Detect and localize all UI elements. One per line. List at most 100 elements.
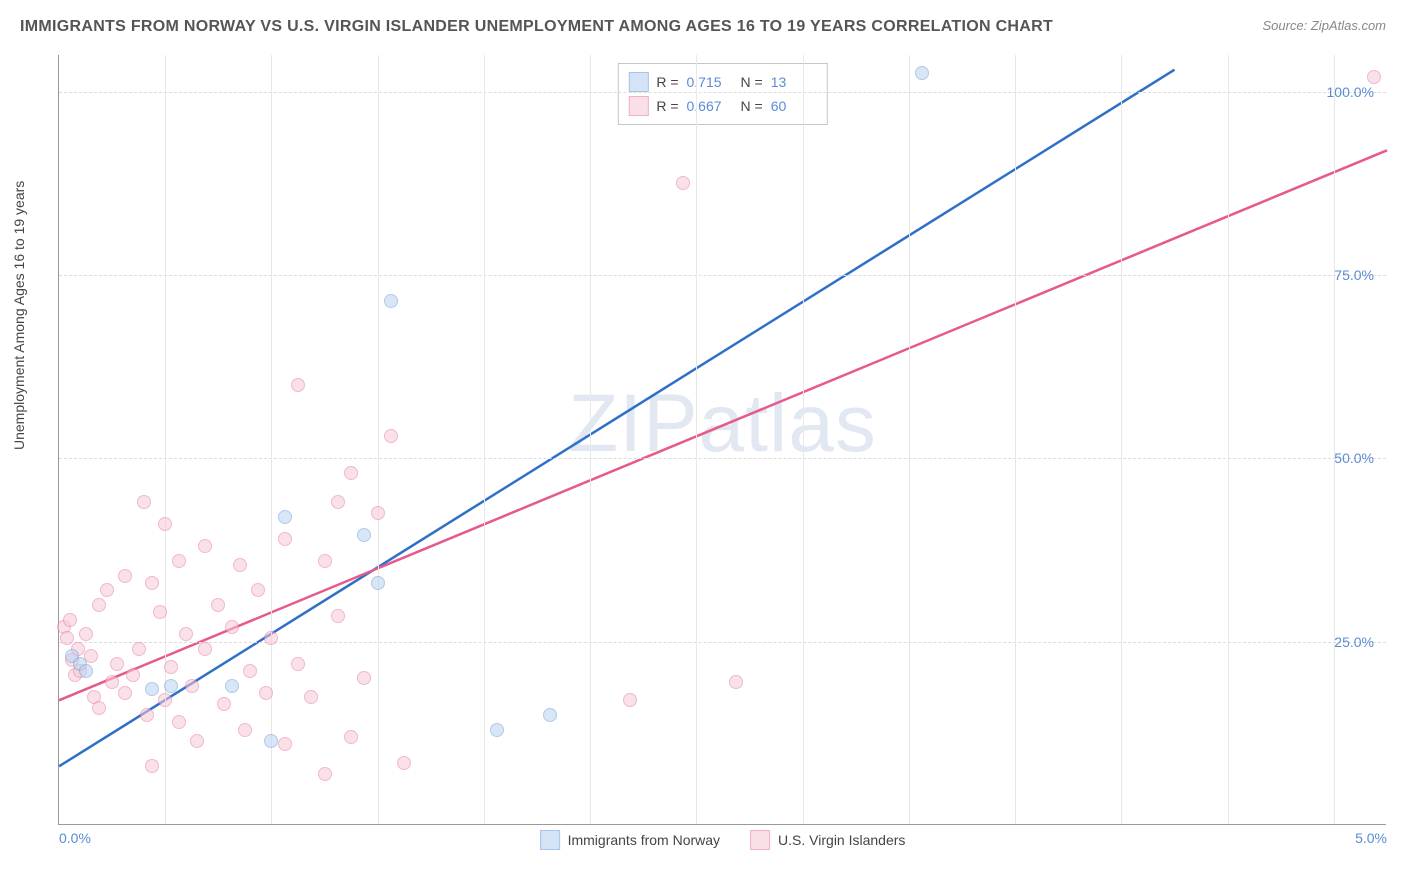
y-axis-label: Unemployment Among Ages 16 to 19 years xyxy=(11,181,27,450)
swatch-icon xyxy=(540,830,560,850)
data-point xyxy=(172,554,186,568)
data-point xyxy=(126,668,140,682)
gridline-v xyxy=(696,55,697,824)
data-point xyxy=(118,686,132,700)
data-point xyxy=(243,664,257,678)
data-point xyxy=(132,642,146,656)
series-legend: Immigrants from Norway U.S. Virgin Islan… xyxy=(540,830,906,850)
gridline-v xyxy=(271,55,272,824)
data-point xyxy=(105,675,119,689)
data-point xyxy=(164,660,178,674)
data-point xyxy=(490,723,504,737)
data-point xyxy=(92,598,106,612)
data-point xyxy=(145,759,159,773)
gridline-v xyxy=(1015,55,1016,824)
data-point xyxy=(397,756,411,770)
data-point xyxy=(190,734,204,748)
data-point xyxy=(118,569,132,583)
data-point xyxy=(291,378,305,392)
data-point xyxy=(225,679,239,693)
gridline-v xyxy=(590,55,591,824)
gridline-h xyxy=(59,642,1386,643)
trend-lines xyxy=(59,55,1386,824)
gridline-v xyxy=(1121,55,1122,824)
gridline-h xyxy=(59,458,1386,459)
data-point xyxy=(264,631,278,645)
swatch-icon xyxy=(750,830,770,850)
data-point xyxy=(225,620,239,634)
data-point xyxy=(318,554,332,568)
y-tick-label: 25.0% xyxy=(1334,634,1374,650)
data-point xyxy=(264,734,278,748)
data-point xyxy=(164,679,178,693)
data-point xyxy=(384,429,398,443)
x-tick-label: 0.0% xyxy=(59,830,91,846)
gridline-v xyxy=(909,55,910,824)
data-point xyxy=(371,576,385,590)
data-point xyxy=(318,767,332,781)
x-tick-label: 5.0% xyxy=(1355,830,1387,846)
data-point xyxy=(278,532,292,546)
data-point xyxy=(145,682,159,696)
data-point xyxy=(92,701,106,715)
chart-header: IMMIGRANTS FROM NORWAY VS U.S. VIRGIN IS… xyxy=(20,18,1386,36)
data-point xyxy=(915,66,929,80)
trend-line xyxy=(59,150,1387,700)
data-point xyxy=(137,495,151,509)
y-tick-label: 75.0% xyxy=(1334,267,1374,283)
data-point xyxy=(371,506,385,520)
data-point xyxy=(153,605,167,619)
data-point xyxy=(79,627,93,641)
data-point xyxy=(344,466,358,480)
data-point xyxy=(198,642,212,656)
gridline-v xyxy=(1228,55,1229,824)
data-point xyxy=(251,583,265,597)
data-point xyxy=(238,723,252,737)
scatter-plot: ZIPatlas R = 0.715 N = 13 R = 0.667 N = … xyxy=(58,55,1386,825)
data-point xyxy=(158,517,172,531)
data-point xyxy=(331,495,345,509)
data-point xyxy=(211,598,225,612)
data-point xyxy=(63,613,77,627)
data-point xyxy=(278,510,292,524)
data-point xyxy=(357,528,371,542)
data-point xyxy=(676,176,690,190)
data-point xyxy=(729,675,743,689)
data-point xyxy=(543,708,557,722)
data-point xyxy=(344,730,358,744)
source-label: Source: ZipAtlas.com xyxy=(1262,18,1386,33)
gridline-v xyxy=(378,55,379,824)
data-point xyxy=(384,294,398,308)
gridline-h xyxy=(59,92,1386,93)
data-point xyxy=(110,657,124,671)
data-point xyxy=(233,558,247,572)
data-point xyxy=(304,690,318,704)
data-point xyxy=(79,664,93,678)
legend-item: Immigrants from Norway xyxy=(540,830,720,850)
data-point xyxy=(623,693,637,707)
data-point xyxy=(172,715,186,729)
gridline-v xyxy=(484,55,485,824)
legend-item-label: Immigrants from Norway xyxy=(568,832,720,848)
gridline-v xyxy=(1334,55,1335,824)
data-point xyxy=(259,686,273,700)
trend-line xyxy=(59,70,1175,767)
data-point xyxy=(158,693,172,707)
data-point xyxy=(185,679,199,693)
data-point xyxy=(179,627,193,641)
data-point xyxy=(100,583,114,597)
data-point xyxy=(198,539,212,553)
gridline-v xyxy=(803,55,804,824)
gridline-h xyxy=(59,275,1386,276)
data-point xyxy=(331,609,345,623)
data-point xyxy=(291,657,305,671)
data-point xyxy=(145,576,159,590)
gridline-v xyxy=(165,55,166,824)
legend-item-label: U.S. Virgin Islanders xyxy=(778,832,905,848)
chart-title: IMMIGRANTS FROM NORWAY VS U.S. VIRGIN IS… xyxy=(20,18,1053,36)
data-point xyxy=(140,708,154,722)
y-tick-label: 50.0% xyxy=(1334,450,1374,466)
data-point xyxy=(278,737,292,751)
data-point xyxy=(1367,70,1381,84)
data-point xyxy=(357,671,371,685)
